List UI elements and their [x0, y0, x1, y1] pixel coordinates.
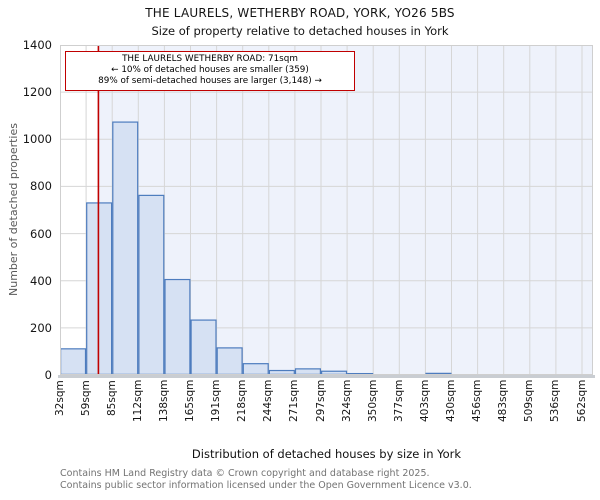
attribution-line1: Contains HM Land Registry data © Crown c… [60, 468, 430, 479]
chart-title: THE LAURELS, WETHERBY ROAD, YORK, YO26 5… [145, 6, 455, 20]
x-axis-line [58, 375, 595, 378]
x-tick-label: 32sqm [53, 380, 66, 416]
x-tick-label: 59sqm [79, 380, 92, 416]
x-tick-label: 483sqm [497, 380, 510, 423]
histogram-bar [60, 348, 87, 375]
x-tick-label: 138sqm [157, 380, 170, 423]
x-tick-label: 271sqm [288, 380, 301, 423]
attribution: Contains HM Land Registry data © Crown c… [60, 468, 472, 491]
annotation-line2: ← 10% of detached houses are smaller (35… [111, 65, 309, 75]
histogram-bar [190, 319, 217, 375]
y-tick-label: 200 [30, 320, 52, 335]
x-tick-label: 165sqm [184, 380, 196, 423]
y-tick-label: 600 [30, 226, 52, 241]
y-tick-label: 1400 [22, 38, 52, 52]
x-tick-label: 297sqm [314, 380, 327, 423]
x-tick-label: 191sqm [210, 380, 223, 423]
x-tick-label: 430sqm [445, 380, 457, 423]
x-tick-label: 218sqm [236, 380, 249, 423]
y-tick-label: 1200 [22, 85, 52, 100]
histogram-bar [321, 370, 348, 375]
x-tick-label: 403sqm [418, 380, 431, 423]
histogram-bar [164, 278, 191, 375]
annotation-box: THE LAURELS WETHERBY ROAD: 71sqm ← 10% o… [65, 51, 355, 91]
x-tick-label: 509sqm [523, 380, 536, 423]
x-tick-label: 112sqm [131, 380, 144, 423]
histogram-bar [242, 363, 269, 375]
x-tick-label: 377sqm [392, 380, 405, 423]
histogram-bar [138, 194, 165, 375]
x-tick-label: 350sqm [366, 380, 379, 423]
x-tick-label: 244sqm [262, 380, 275, 423]
x-tick-label: 536sqm [549, 380, 562, 423]
attribution-line2: Contains public sector information licen… [60, 479, 472, 491]
histogram-bar [294, 368, 321, 375]
y-tick-label: 0 [44, 368, 52, 382]
y-tick-label: 400 [30, 273, 52, 288]
x-tick-label: 85sqm [105, 380, 118, 416]
histogram-bar [268, 369, 295, 375]
histogram-bar [112, 121, 139, 375]
plot-area: THE LAURELS WETHERBY ROAD: 71sqm ← 10% o… [60, 45, 593, 375]
histogram-canvas [60, 45, 593, 375]
annotation-line1: THE LAURELS WETHERBY ROAD: 71sqm [122, 54, 298, 64]
annotation-line3: 89% of semi-detached houses are larger (… [98, 76, 322, 86]
x-tick-label: 324sqm [340, 380, 353, 423]
y-tick-label: 1000 [22, 132, 52, 147]
x-tick-label: 562sqm [575, 380, 588, 423]
plot-border [60, 45, 593, 375]
histogram-bar [216, 347, 243, 375]
chart-subtitle: Size of property relative to detached ho… [151, 24, 449, 38]
x-axis-label: Distribution of detached houses by size … [191, 447, 462, 461]
y-tick-label: 800 [30, 179, 52, 194]
x-tick-label: 456sqm [471, 380, 484, 423]
